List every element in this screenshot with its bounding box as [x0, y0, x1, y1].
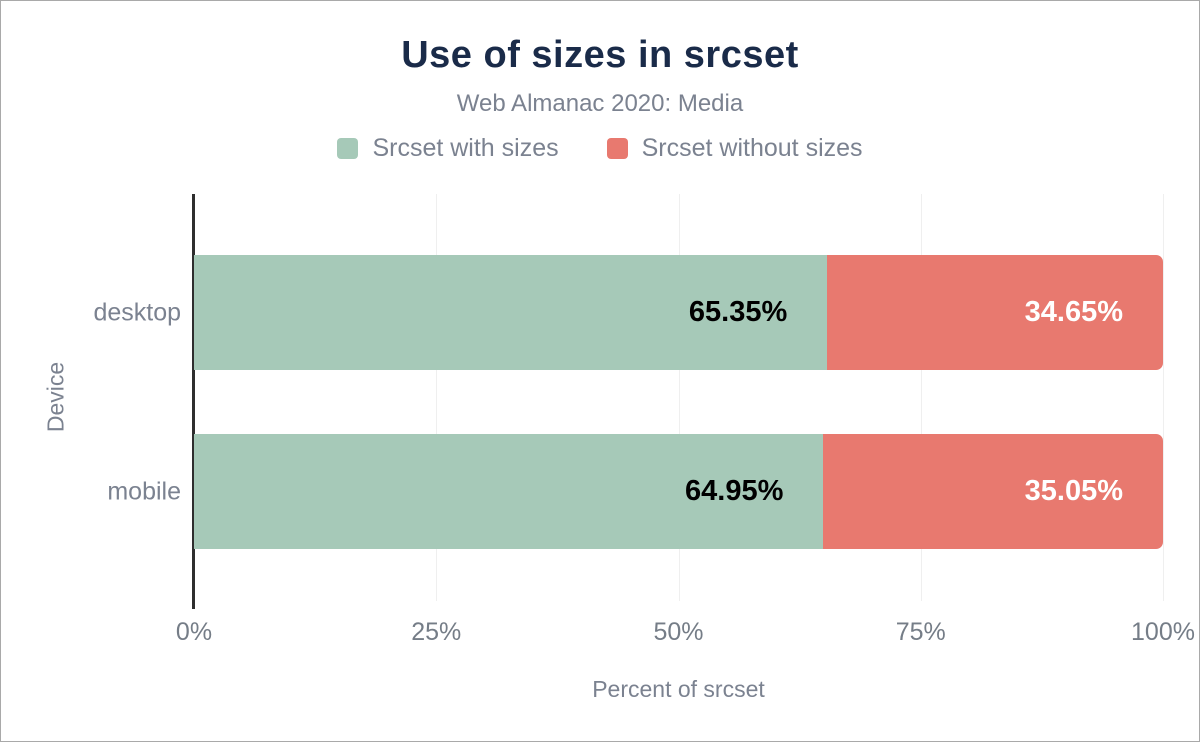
x-tick-label-50: 50%: [653, 618, 704, 646]
legend-label: Srcset without sizes: [641, 134, 863, 162]
bar-value-label: 64.95%: [685, 475, 784, 507]
category-label-desktop: desktop: [93, 298, 181, 326]
legend-swatch-icon: [337, 138, 359, 159]
gridline-75: [920, 194, 922, 601]
bar-segment-desktop-1: 34.65%: [827, 255, 1163, 370]
gridline-100: [1163, 194, 1164, 601]
bar-value-label: 34.65%: [1024, 296, 1123, 328]
category-label-mobile: mobile: [107, 477, 181, 505]
bar-row-mobile: mobile 64.95% 35.05%: [107, 434, 1163, 549]
bar-row-desktop: desktop 65.35% 34.65%: [93, 255, 1163, 370]
bar-value-label: 65.35%: [688, 296, 788, 328]
gridline-50: [678, 194, 680, 601]
bar-segment-mobile-0: 64.95%: [194, 434, 824, 549]
legend-item-1: Srcset without sizes: [606, 134, 863, 163]
gridline-25: [436, 194, 438, 601]
y-axis-title: Device: [42, 361, 69, 433]
chart-title: Use of sizes in srcset: [401, 34, 799, 76]
x-axis-title: Percent of srcset: [592, 676, 765, 702]
y-axis-line: [192, 194, 195, 609]
legend-swatch-icon: [606, 138, 628, 159]
bar-segment-desktop-0: 65.35%: [194, 255, 828, 370]
x-tick-label-25: 25%: [411, 618, 462, 646]
x-tick-label-0: 0%: [175, 618, 213, 646]
x-tick-label-100: 100%: [1131, 618, 1195, 646]
x-tick-label-75: 75%: [895, 618, 946, 646]
plot-area: desktop 65.35% 34.65% mobile 64.95% 35.05% 0%…: [93, 194, 1195, 702]
chart-subtitle: Web Almanac 2020: Media: [456, 90, 744, 117]
legend-label: Srcset with sizes: [372, 134, 559, 162]
bar-segment-mobile-1: 35.05%: [823, 434, 1163, 549]
legend: Srcset with sizes Srcset without sizes: [1, 134, 1199, 163]
legend-item-0: Srcset with sizes: [337, 134, 559, 163]
bar-value-label: 35.05%: [1024, 475, 1123, 507]
